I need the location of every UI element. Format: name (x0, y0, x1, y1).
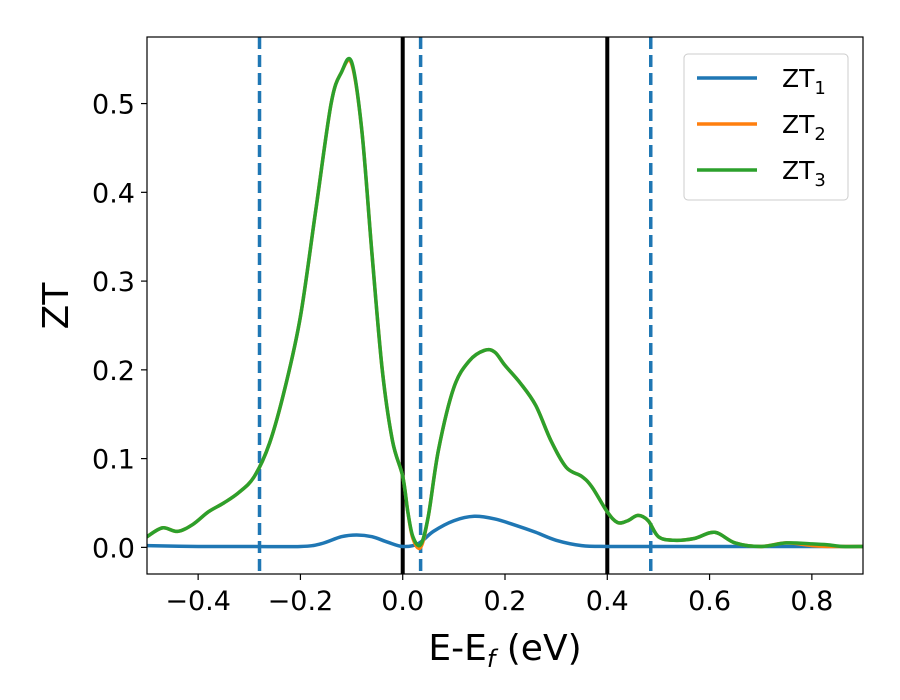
y-axis-ticks: 0.0 0.1 0.2 0.3 0.4 0.5 (92, 90, 147, 564)
x-tick-label: −0.2 (268, 586, 334, 617)
x-tick-label: 0.4 (586, 586, 629, 617)
x-tick-label: 0.0 (381, 586, 424, 617)
legend-label-zt3: ZT3 (782, 156, 826, 191)
x-tick-label: 0.6 (688, 586, 731, 617)
x-tick-label: 0.2 (484, 586, 527, 617)
y-tick-label: 0.3 (92, 267, 135, 298)
x-axis-label-main: E-E (428, 628, 486, 669)
legend-label-zt2: ZT2 (782, 110, 826, 145)
legend-label-zt1: ZT1 (782, 64, 826, 99)
legend: ZT1 ZT2 ZT3 (683, 53, 849, 201)
series-lines (147, 56, 863, 551)
y-tick-label: 0.5 (92, 90, 135, 121)
x-axis-label: E-Ef (eV) (428, 628, 581, 673)
x-tick-label: −0.4 (165, 586, 231, 617)
y-tick-label: 0.2 (92, 356, 135, 387)
y-tick-label: 0.4 (92, 178, 135, 209)
series-line-zt3 (147, 56, 863, 549)
y-tick-label: 0.0 (92, 533, 135, 564)
y-tick-label: 0.1 (92, 445, 135, 476)
y-axis-label: ZT (36, 282, 77, 330)
x-tick-label: 0.8 (790, 586, 833, 617)
x-axis-label-unit: (eV) (495, 628, 581, 669)
series-line-zt1 (147, 514, 863, 549)
legend-box (683, 53, 849, 201)
x-axis-ticks: −0.4 −0.2 0.0 0.2 0.4 0.6 0.8 (165, 574, 833, 617)
